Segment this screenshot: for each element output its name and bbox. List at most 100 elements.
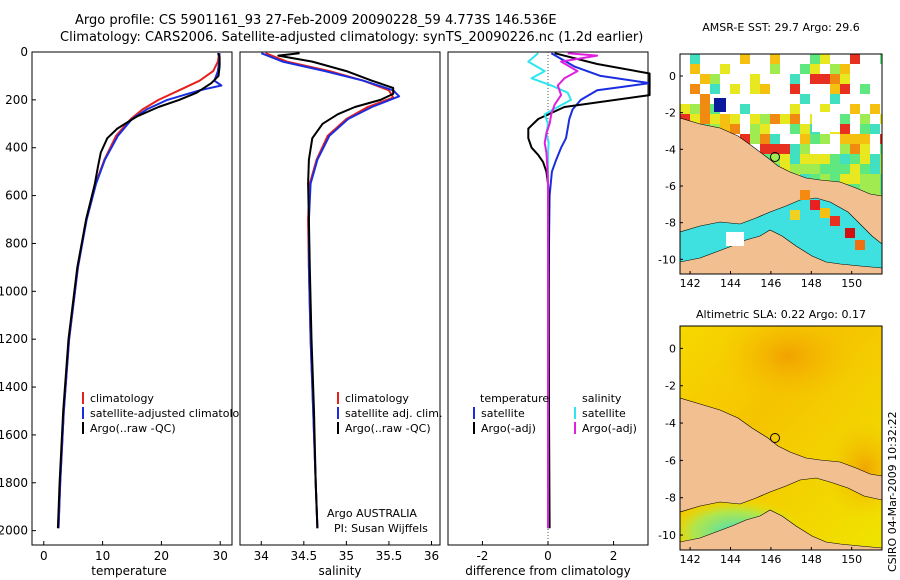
sst-cell	[830, 154, 840, 164]
difference-xlabel: difference from climatology	[465, 564, 631, 578]
sst-cell	[750, 114, 760, 124]
sst-map-field	[680, 54, 882, 274]
map-y-tick-label: -8	[665, 217, 676, 230]
sst-cell	[730, 124, 740, 134]
map-y-tick-label: -2	[665, 107, 676, 120]
sst-cell	[790, 74, 800, 84]
sst-cell	[710, 74, 720, 84]
sst-cell	[800, 164, 810, 174]
sst-cell	[860, 114, 870, 124]
x-tick-label: 35	[339, 549, 354, 563]
sst-cell	[800, 144, 810, 154]
sst-cell	[780, 114, 790, 124]
sst-cell	[740, 54, 750, 64]
sst-cell	[750, 74, 760, 84]
sst-cell	[850, 54, 860, 64]
sst-cell	[730, 84, 740, 94]
sla-map-panel: Altimetric SLA: 0.22 Argo: 0.17 142 144 14…	[658, 308, 883, 566]
map-y-tick-label: 0	[669, 70, 676, 83]
x-tick-label: 0	[544, 549, 552, 563]
sst-patch-cell	[810, 200, 820, 210]
sst-cell	[760, 134, 770, 144]
x-tick-label: 36	[424, 549, 439, 563]
difference-panel: -2 0 2 difference from climatology tempera…	[447, 51, 651, 578]
sst-cell	[700, 94, 710, 104]
sst-cell	[690, 104, 700, 114]
sst-map-title: AMSR-E SST: 29.7 Argo: 29.6	[702, 21, 860, 34]
sst-cell	[870, 164, 880, 174]
sst-cell	[690, 54, 700, 64]
map-y-tick-label: -8	[665, 492, 676, 505]
sst-cell	[850, 104, 860, 114]
sst-cell	[810, 74, 820, 84]
sst-cell	[880, 154, 882, 164]
legend-climatology: climatology	[345, 392, 409, 405]
legend-salinity-header: salinity	[582, 392, 622, 405]
sst-cell	[740, 104, 750, 114]
map-y-tick-label: -10	[658, 529, 676, 542]
difference-x-axis: -2 0 2	[476, 541, 617, 563]
sst-cell	[810, 54, 820, 64]
sst-cell	[800, 154, 810, 164]
sst-cell	[880, 164, 882, 174]
salinity-axes	[239, 51, 441, 546]
sst-cell	[880, 144, 882, 154]
depth-axis: 0 200 400 600 800 1000 1200 1400 1600 1800 2000	[0, 45, 36, 538]
sst-cell	[850, 164, 860, 174]
sst-cell	[880, 54, 882, 64]
sst-cell	[820, 134, 830, 144]
sla-map-frame	[679, 325, 883, 551]
sst-cell	[820, 174, 830, 184]
sla-land-north-coast	[680, 397, 882, 513]
sst-cell	[680, 104, 690, 114]
salinity-lines	[260, 52, 401, 529]
sst-cell	[810, 154, 820, 164]
sst-patch-cell	[800, 190, 810, 200]
sst-cell	[750, 124, 760, 134]
x-tick-label: -2	[476, 549, 488, 563]
sst-map-panel: AMSR-E SST: 29.7 Argo: 29.6 142 144 146 148…	[658, 21, 883, 290]
sst-cell	[860, 134, 870, 144]
sst-cell	[860, 174, 870, 184]
sst-map-frame	[679, 53, 883, 275]
sst-cell	[710, 114, 720, 124]
map-x-tick-label: 148	[801, 553, 822, 566]
sst-cell	[790, 144, 800, 154]
sst-cell	[840, 164, 850, 174]
map-x-tick-label: 146	[760, 553, 781, 566]
legend-climatology: climatology	[90, 392, 154, 405]
sst-cell	[830, 174, 840, 184]
salinity-panel: 34 34.5 35 35.5 36 salinity climatology sate…	[239, 51, 442, 578]
sst-cell	[760, 84, 770, 94]
map-y-tick-label: -10	[658, 253, 676, 266]
salinity-legend: climatology satellite adj. clim. Argo(..…	[337, 392, 442, 435]
x-tick-label: 0	[40, 549, 48, 563]
sst-cell	[680, 114, 690, 124]
legend-satellite: satellite-adjusted climatology	[90, 407, 253, 420]
legend-argo: Argo(..raw -QC)	[90, 422, 176, 435]
sst-cell	[770, 154, 780, 164]
sst-cell	[840, 154, 850, 164]
sla-map-field	[680, 326, 882, 550]
x-tick-label: 35.5	[376, 549, 403, 563]
sst-cell	[870, 174, 880, 184]
sst-cell	[770, 54, 780, 64]
sst-cell	[850, 144, 860, 154]
sst-cell	[860, 164, 870, 174]
sst-cell	[780, 144, 790, 154]
sst-cell	[860, 184, 870, 194]
map-x-tick-label: 142	[680, 553, 701, 566]
temperature-lines	[56, 52, 223, 529]
sst-cell	[840, 114, 850, 124]
sst-cell	[790, 164, 800, 174]
map-y-tick-label: -4	[665, 417, 676, 430]
sst-cell	[770, 114, 780, 124]
map-y-tick-label: -2	[665, 380, 676, 393]
map-x-tick-label: 144	[720, 553, 741, 566]
sst-cell	[830, 74, 840, 84]
map-x-tick-label: 150	[841, 553, 862, 566]
sst-cell	[700, 104, 710, 114]
sst-cell	[830, 64, 840, 74]
map-y-tick-label: -4	[665, 143, 676, 156]
series-line-argo-raw-qc-	[277, 52, 395, 529]
